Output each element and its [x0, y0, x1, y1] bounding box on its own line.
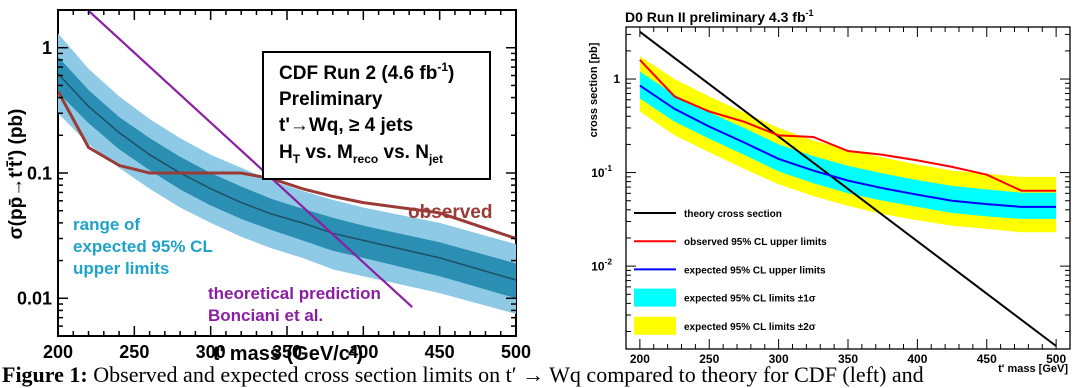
- cdf-chart: 200 250 300 350 400 450 500 1 0.1 0.01 CDF Run 2 …: [6, 9, 531, 365]
- cdf-y-tick-label: 1: [42, 38, 52, 58]
- cdf-observed-label: observed: [408, 202, 492, 223]
- d0-legend-label: theory cross section: [684, 209, 782, 220]
- cdf-info-line3: t'→Wq, ≥ 4 jets: [279, 115, 413, 136]
- cdf-y-tick-label: 0.1: [27, 163, 52, 183]
- cdf-info-line4: HT vs. Mreco vs. Njet: [279, 142, 443, 166]
- d0-x-tick-label: 400: [907, 352, 927, 366]
- d0-y-axis-label: cross section [pb]: [588, 42, 600, 137]
- d0-x-tick-label: 350: [838, 352, 858, 366]
- cdf-lines: [58, 10, 516, 308]
- cdf-theory-label-2: Bonciani et al.: [208, 306, 323, 325]
- cdf-x-tick-label: 450: [425, 342, 455, 362]
- d0-x-tick-label: 450: [977, 352, 997, 366]
- d0-series-observed-95-cl-upper-limits: [639, 59, 1057, 192]
- caption-label: Figure 1:: [2, 362, 88, 387]
- d0-legend-label: observed 95% CL upper limits: [684, 237, 827, 248]
- cdf-x-tick-label: 400: [348, 342, 378, 362]
- cdf-info-line1: CDF Run 2 (4.6 fb-1): [279, 60, 454, 84]
- d0-y-tick-label: 10-2: [591, 256, 612, 273]
- d0-legend-label: expected 95% CL upper limits: [684, 265, 826, 276]
- cdf-range-label-2: expected 95% CL: [73, 237, 213, 256]
- d0-ticks: 200 250 300 350 400 450 500 1 10-1 10-2: [591, 27, 1071, 366]
- cdf-x-tick-label: 200: [43, 342, 73, 362]
- d0-legend-label: expected 95% CL limits ±2σ: [684, 322, 816, 333]
- d0-legend: theory cross section observed 95% CL uppe…: [634, 209, 827, 335]
- d0-legend-swatch: [634, 316, 676, 335]
- cdf-series-theoretical-prediction: [86, 10, 413, 308]
- cdf-x-tick-label: 350: [272, 342, 302, 362]
- d0-legend-swatch: [634, 288, 676, 307]
- cdf-theory-label-1: theoretical prediction: [208, 284, 381, 303]
- d0-x-tick-label: 200: [630, 352, 650, 366]
- cdf-band-1sigma: [58, 56, 516, 299]
- cdf-series-observed: [58, 90, 516, 240]
- d0-y-tick-label: 10-1: [591, 163, 612, 180]
- cdf-range-label-1: range of: [73, 215, 140, 234]
- d0-chart: D0 Run II preliminary 4.3 fb-1 200 250 300…: [588, 8, 1071, 375]
- cdf-x-tick-label: 500: [501, 342, 531, 362]
- d0-series-expected-95-cl-upper-limits: [639, 84, 1057, 208]
- d0-x-tick-label: 250: [699, 352, 719, 366]
- d0-lines: [639, 31, 1057, 347]
- cdf-info-line2: Preliminary: [279, 89, 383, 110]
- cdf-y-tick-label: 0.01: [17, 289, 52, 309]
- d0-x-tick-label: 300: [769, 352, 789, 366]
- cdf-y-axis-label: σ(pp̄→t't̄') (pb): [6, 109, 27, 240]
- cdf-bands: [58, 33, 516, 314]
- d0-x-axis-label: t' mass [GeV]: [998, 363, 1068, 375]
- cdf-range-label-3: upper limits: [73, 259, 169, 278]
- d0-title: D0 Run II preliminary 4.3 fb-1: [625, 8, 814, 25]
- cdf-x-tick-label: 300: [196, 342, 226, 362]
- cdf-x-tick-label: 250: [119, 342, 149, 362]
- cdf-series-expected: [58, 73, 516, 281]
- cdf-x-axis-label: t' mass (GeV/c²): [213, 343, 363, 365]
- caption-text: Observed and expected cross section limi…: [93, 362, 924, 387]
- figure-caption: Figure 1: Observed and expected cross se…: [2, 362, 924, 388]
- d0-series-theory-cross-section: [639, 31, 1057, 347]
- d0-legend-label: expected 95% CL limits ±1σ: [684, 294, 816, 305]
- d0-x-tick-label: 500: [1046, 352, 1066, 366]
- d0-y-tick-label: 1: [613, 72, 620, 86]
- cdf-ticks: 200 250 300 350 400 450 500 1 0.1 0.01: [17, 9, 531, 362]
- cdf-info-box: [262, 51, 491, 180]
